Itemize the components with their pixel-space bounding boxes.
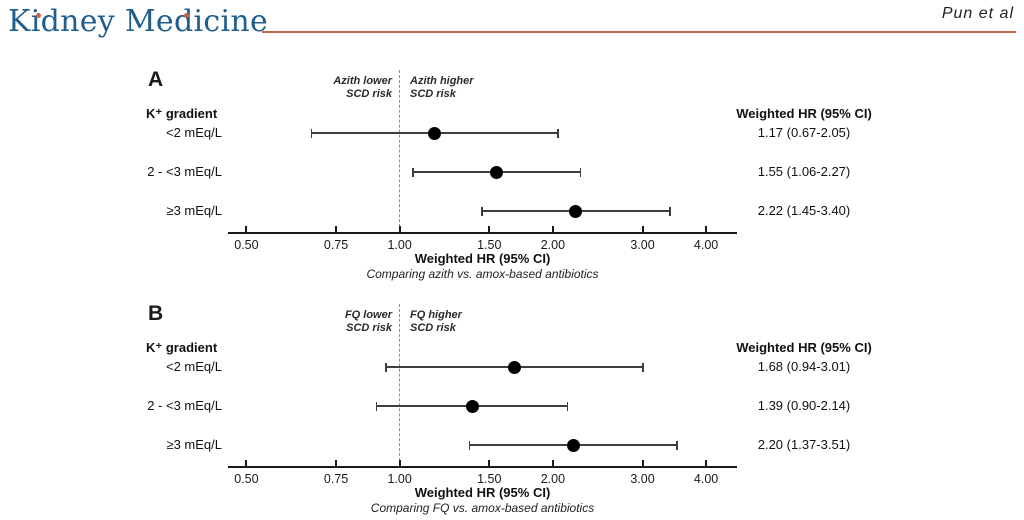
direction-label-right: Azith higher SCD risk (410, 75, 474, 101)
forest-panel-b: B FQ lower SCD risk FQ higher SCD risk K… (0, 296, 1024, 520)
ci-cap-left (385, 362, 387, 372)
point-estimate (507, 360, 521, 374)
axis-tick (488, 226, 491, 232)
ci-cap-left (412, 167, 414, 177)
point-estimate (465, 399, 479, 413)
point-estimate (569, 204, 583, 218)
row-label: 2 - <3 mEq/L (147, 398, 222, 413)
axis-tick-label: 1.00 (387, 472, 412, 486)
direction-label-line: SCD risk (410, 88, 456, 100)
direction-label-line: SCD risk (410, 322, 456, 334)
ci-cap-right (676, 440, 678, 450)
axis-tick (641, 460, 644, 466)
attribution: Pun et al (941, 5, 1014, 22)
hr-column-header: Weighted HR (95% CI) (736, 340, 872, 355)
ci-cap-left (310, 128, 313, 138)
direction-label-line: SCD risk (346, 88, 392, 100)
reference-line (398, 304, 400, 466)
axis-tick-label: 2.00 (540, 238, 566, 252)
hr-value: 1.39 (0.90-2.14) (757, 398, 851, 413)
axis-tick-label: 1.00 (387, 238, 412, 252)
hr-value: 1.68 (0.94-3.01) (757, 359, 851, 374)
group-label: K⁺ gradient (146, 106, 218, 121)
axis-tick (705, 226, 708, 232)
axis-tick-label: 1.50 (477, 238, 502, 252)
axis-tick (398, 226, 401, 232)
axis-tick-label: 4.00 (693, 472, 719, 486)
direction-label-line: FQ higher (410, 309, 462, 321)
logo-i-dot (36, 13, 41, 18)
x-axis-title: Weighted HR (95% CI) (414, 485, 551, 500)
hr-value: 1.55 (1.06-2.27) (757, 164, 851, 179)
ci-cap-left (481, 206, 483, 216)
axis-tick (245, 226, 248, 232)
ci-cap-left (468, 440, 471, 450)
header-rule (262, 31, 1016, 33)
row-label: <2 mEq/L (165, 125, 222, 140)
x-axis-line (228, 466, 737, 468)
direction-label-left: FQ lower SCD risk (345, 309, 392, 335)
forest-panel-a: A Azith lower SCD risk Azith higher SCD … (0, 62, 1024, 288)
journal-logo: Kidney Medicine (8, 4, 269, 39)
point-estimate (567, 438, 581, 452)
x-axis-title: Weighted HR (95% CI) (414, 251, 551, 266)
hr-value: 2.22 (1.45-3.40) (757, 203, 851, 218)
axis-tick (705, 460, 708, 466)
axis-caption: Comparing azith vs. amox-based antibioti… (366, 267, 599, 281)
logo-i-dot (184, 13, 189, 18)
row-label: <2 mEq/L (165, 359, 222, 374)
axis-tick-label: 2.00 (540, 472, 566, 486)
direction-label-line: SCD risk (346, 322, 392, 334)
axis-tick-label: 3.00 (630, 472, 655, 486)
hr-column-header: Weighted HR (95% CI) (736, 106, 872, 121)
ci-cap-right (557, 128, 559, 138)
axis-tick-label: 3.00 (630, 238, 655, 252)
axis-tick-label: 1.50 (477, 472, 502, 486)
group-label: K⁺ gradient (146, 340, 218, 355)
axis-tick (335, 460, 338, 466)
hr-value: 1.17 (0.67-2.05) (757, 125, 851, 140)
x-axis-line (228, 232, 737, 234)
direction-label-right: FQ higher SCD risk (410, 309, 462, 335)
axis-tick (551, 460, 554, 466)
ci-cap-right (642, 362, 644, 372)
ci-cap-right (669, 206, 671, 216)
point-estimate (490, 165, 504, 179)
direction-label-left: Azith lower SCD risk (333, 75, 392, 101)
axis-tick-label: 0.75 (323, 472, 349, 486)
panel-letter: A (148, 68, 164, 91)
ci-cap-right (579, 167, 582, 177)
row-label: ≥3 mEq/L (166, 437, 222, 452)
direction-label-line: Azith lower (333, 75, 392, 87)
reference-line (398, 70, 400, 232)
axis-tick (641, 226, 644, 232)
panel-letter: B (148, 302, 164, 325)
hr-value: 2.20 (1.37-3.51) (757, 437, 851, 452)
axis-tick (335, 226, 338, 232)
direction-label-line: FQ lower (344, 309, 392, 321)
axis-tick-label: 0.50 (234, 238, 259, 252)
direction-label-line: Azith higher (410, 75, 474, 87)
axis-tick (398, 460, 401, 466)
axis-tick-label: 4.00 (693, 238, 719, 252)
axis-tick-label: 0.50 (234, 472, 259, 486)
axis-tick-label: 0.75 (323, 238, 349, 252)
point-estimate (427, 126, 441, 140)
axis-caption: Comparing FQ vs. amox-based antibiotics (370, 501, 595, 515)
axis-tick (488, 460, 491, 466)
ci-cap-right (566, 401, 569, 411)
row-label: ≥3 mEq/L (166, 203, 222, 218)
ci-cap-left (375, 401, 378, 411)
axis-tick (245, 460, 248, 466)
row-label: 2 - <3 mEq/L (147, 164, 222, 179)
axis-tick (551, 226, 554, 232)
